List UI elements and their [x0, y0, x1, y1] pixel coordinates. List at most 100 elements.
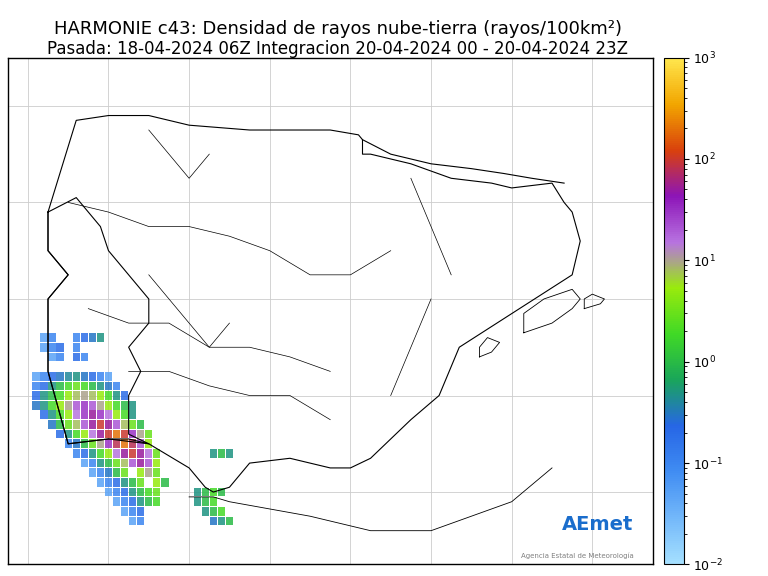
Bar	[226, 517, 233, 525]
Bar	[113, 478, 120, 487]
Bar	[137, 507, 144, 516]
Bar	[48, 353, 55, 361]
Bar	[161, 478, 168, 487]
Bar	[154, 458, 161, 468]
Bar	[105, 488, 112, 497]
Bar	[210, 488, 217, 497]
Bar	[73, 439, 80, 448]
Bar	[65, 391, 71, 400]
Bar	[97, 420, 104, 429]
Bar	[129, 439, 136, 448]
Bar	[121, 498, 128, 506]
Bar	[145, 430, 152, 438]
Bar	[121, 391, 128, 400]
Bar	[137, 517, 144, 525]
Bar	[89, 420, 96, 429]
Bar	[105, 468, 112, 477]
Bar	[145, 439, 152, 448]
Bar	[97, 449, 104, 458]
Bar	[218, 449, 225, 458]
Bar	[65, 381, 71, 390]
Bar	[89, 439, 96, 448]
Bar	[81, 334, 88, 342]
Bar	[105, 439, 112, 448]
Text: AEmet: AEmet	[562, 515, 634, 534]
Bar	[105, 401, 112, 410]
Bar	[73, 372, 80, 381]
Bar	[89, 381, 96, 390]
Bar	[48, 372, 55, 381]
Bar	[113, 430, 120, 438]
Bar	[129, 498, 136, 506]
Bar	[121, 420, 128, 429]
Bar	[48, 343, 55, 351]
Bar	[113, 498, 120, 506]
Bar	[105, 391, 112, 400]
Bar	[210, 507, 217, 516]
Bar	[154, 468, 161, 477]
Bar	[105, 449, 112, 458]
Bar	[145, 488, 152, 497]
Bar	[145, 458, 152, 468]
Bar	[129, 430, 136, 438]
Bar	[129, 507, 136, 516]
Bar	[121, 439, 128, 448]
Bar	[137, 478, 144, 487]
Bar	[202, 498, 209, 506]
Bar	[113, 381, 120, 390]
Bar	[32, 381, 39, 390]
Bar	[137, 498, 144, 506]
Bar	[210, 449, 217, 458]
Bar	[89, 411, 96, 419]
Bar	[121, 430, 128, 438]
Bar	[113, 439, 120, 448]
Bar	[97, 411, 104, 419]
Bar	[57, 391, 64, 400]
Bar	[57, 381, 64, 390]
Bar	[154, 498, 161, 506]
Bar	[145, 468, 152, 477]
Bar	[121, 478, 128, 487]
Bar	[97, 468, 104, 477]
Bar	[73, 381, 80, 390]
Bar	[41, 381, 48, 390]
Bar	[89, 449, 96, 458]
Bar	[65, 401, 71, 410]
Bar	[41, 343, 48, 351]
Bar	[97, 430, 104, 438]
Bar	[202, 507, 209, 516]
Bar	[81, 372, 88, 381]
Bar	[73, 401, 80, 410]
Bar	[89, 391, 96, 400]
Bar	[121, 411, 128, 419]
Bar	[97, 372, 104, 381]
Bar	[121, 488, 128, 497]
Bar	[105, 458, 112, 468]
Bar	[121, 458, 128, 468]
Bar	[73, 391, 80, 400]
Bar	[73, 430, 80, 438]
Bar	[137, 468, 144, 477]
Bar	[81, 353, 88, 361]
Bar	[57, 411, 64, 419]
Bar	[73, 449, 80, 458]
Bar	[89, 458, 96, 468]
Bar	[81, 411, 88, 419]
Text: HARMONIE c43: Densidad de rayos nube-tierra (rayos/100km²): HARMONIE c43: Densidad de rayos nube-tie…	[54, 20, 622, 38]
Bar	[137, 449, 144, 458]
Bar	[32, 391, 39, 400]
Bar	[129, 517, 136, 525]
Bar	[105, 430, 112, 438]
Bar	[48, 411, 55, 419]
Bar	[48, 401, 55, 410]
Bar	[113, 401, 120, 410]
Bar	[65, 420, 71, 429]
Bar	[226, 449, 233, 458]
Bar	[210, 517, 217, 525]
Bar	[89, 334, 96, 342]
Bar	[121, 507, 128, 516]
Bar	[81, 381, 88, 390]
Bar	[105, 372, 112, 381]
Bar	[218, 488, 225, 497]
Bar	[105, 478, 112, 487]
